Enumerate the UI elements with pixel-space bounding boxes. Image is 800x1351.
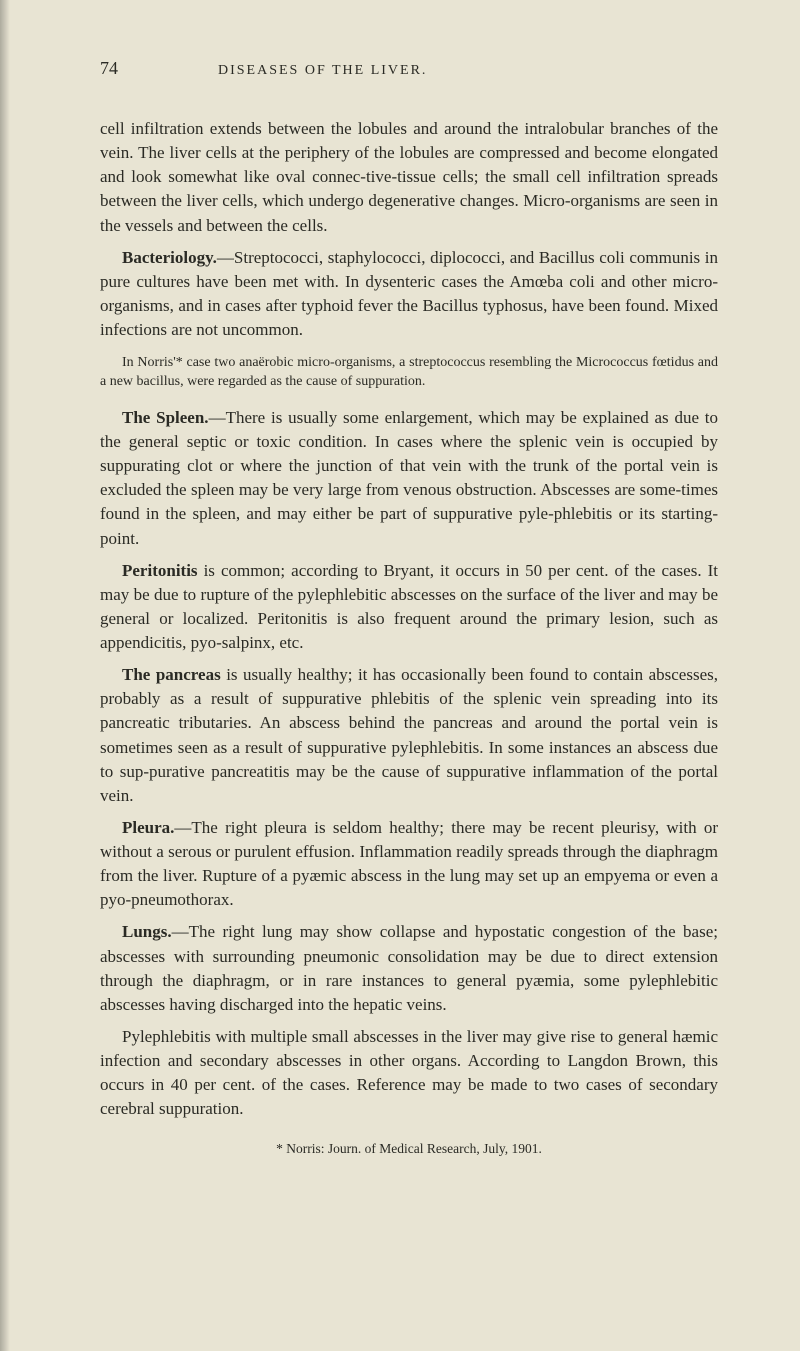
footnote: * Norris: Journ. of Medical Research, Ju… (100, 1141, 718, 1157)
paragraph-spleen-text: —There is usually some enlargement, whic… (100, 408, 718, 548)
paragraph-lungs-text: —The right lung may show collapse and hy… (100, 922, 718, 1013)
small-note-norris: In Norris'* case two anaërobic micro-org… (100, 354, 718, 392)
section-label-pancreas: The pancreas (122, 665, 221, 684)
page-binding-shadow (0, 0, 10, 1351)
section-label-spleen: The Spleen. (122, 408, 209, 427)
section-label-lungs: Lungs. (122, 922, 172, 941)
paragraph-pancreas: The pancreas is usually healthy; it has … (100, 663, 718, 808)
section-label-pleura: Pleura. (122, 818, 174, 837)
running-title: DISEASES OF THE LIVER. (218, 63, 427, 79)
paragraph-pancreas-text: is usually healthy; it has occasionally … (100, 665, 718, 805)
paragraph-pleura-text: —The right pleura is seldom healthy; the… (100, 818, 718, 909)
paragraph-lungs: Lungs.—The right lung may show collapse … (100, 920, 718, 1017)
section-label-peritonitis: Peritonitis (122, 561, 198, 580)
page-number: 74 (100, 58, 118, 79)
paragraph-spleen: The Spleen.—There is usually some enlarg… (100, 406, 718, 551)
section-label-bacteriology: Bacteriology. (122, 248, 217, 267)
paragraph-intro: cell infiltration extends between the lo… (100, 117, 718, 238)
paragraph-peritonitis: Peritonitis is common; according to Brya… (100, 559, 718, 656)
paragraph-pleura: Pleura.—The right pleura is seldom healt… (100, 816, 718, 913)
paragraph-bacteriology: Bacteriology.—Streptococci, staphylococc… (100, 246, 718, 343)
paragraph-pylephlebitis: Pylephlebitis with multiple small absces… (100, 1025, 718, 1122)
page-header: 74 DISEASES OF THE LIVER. (100, 58, 718, 79)
